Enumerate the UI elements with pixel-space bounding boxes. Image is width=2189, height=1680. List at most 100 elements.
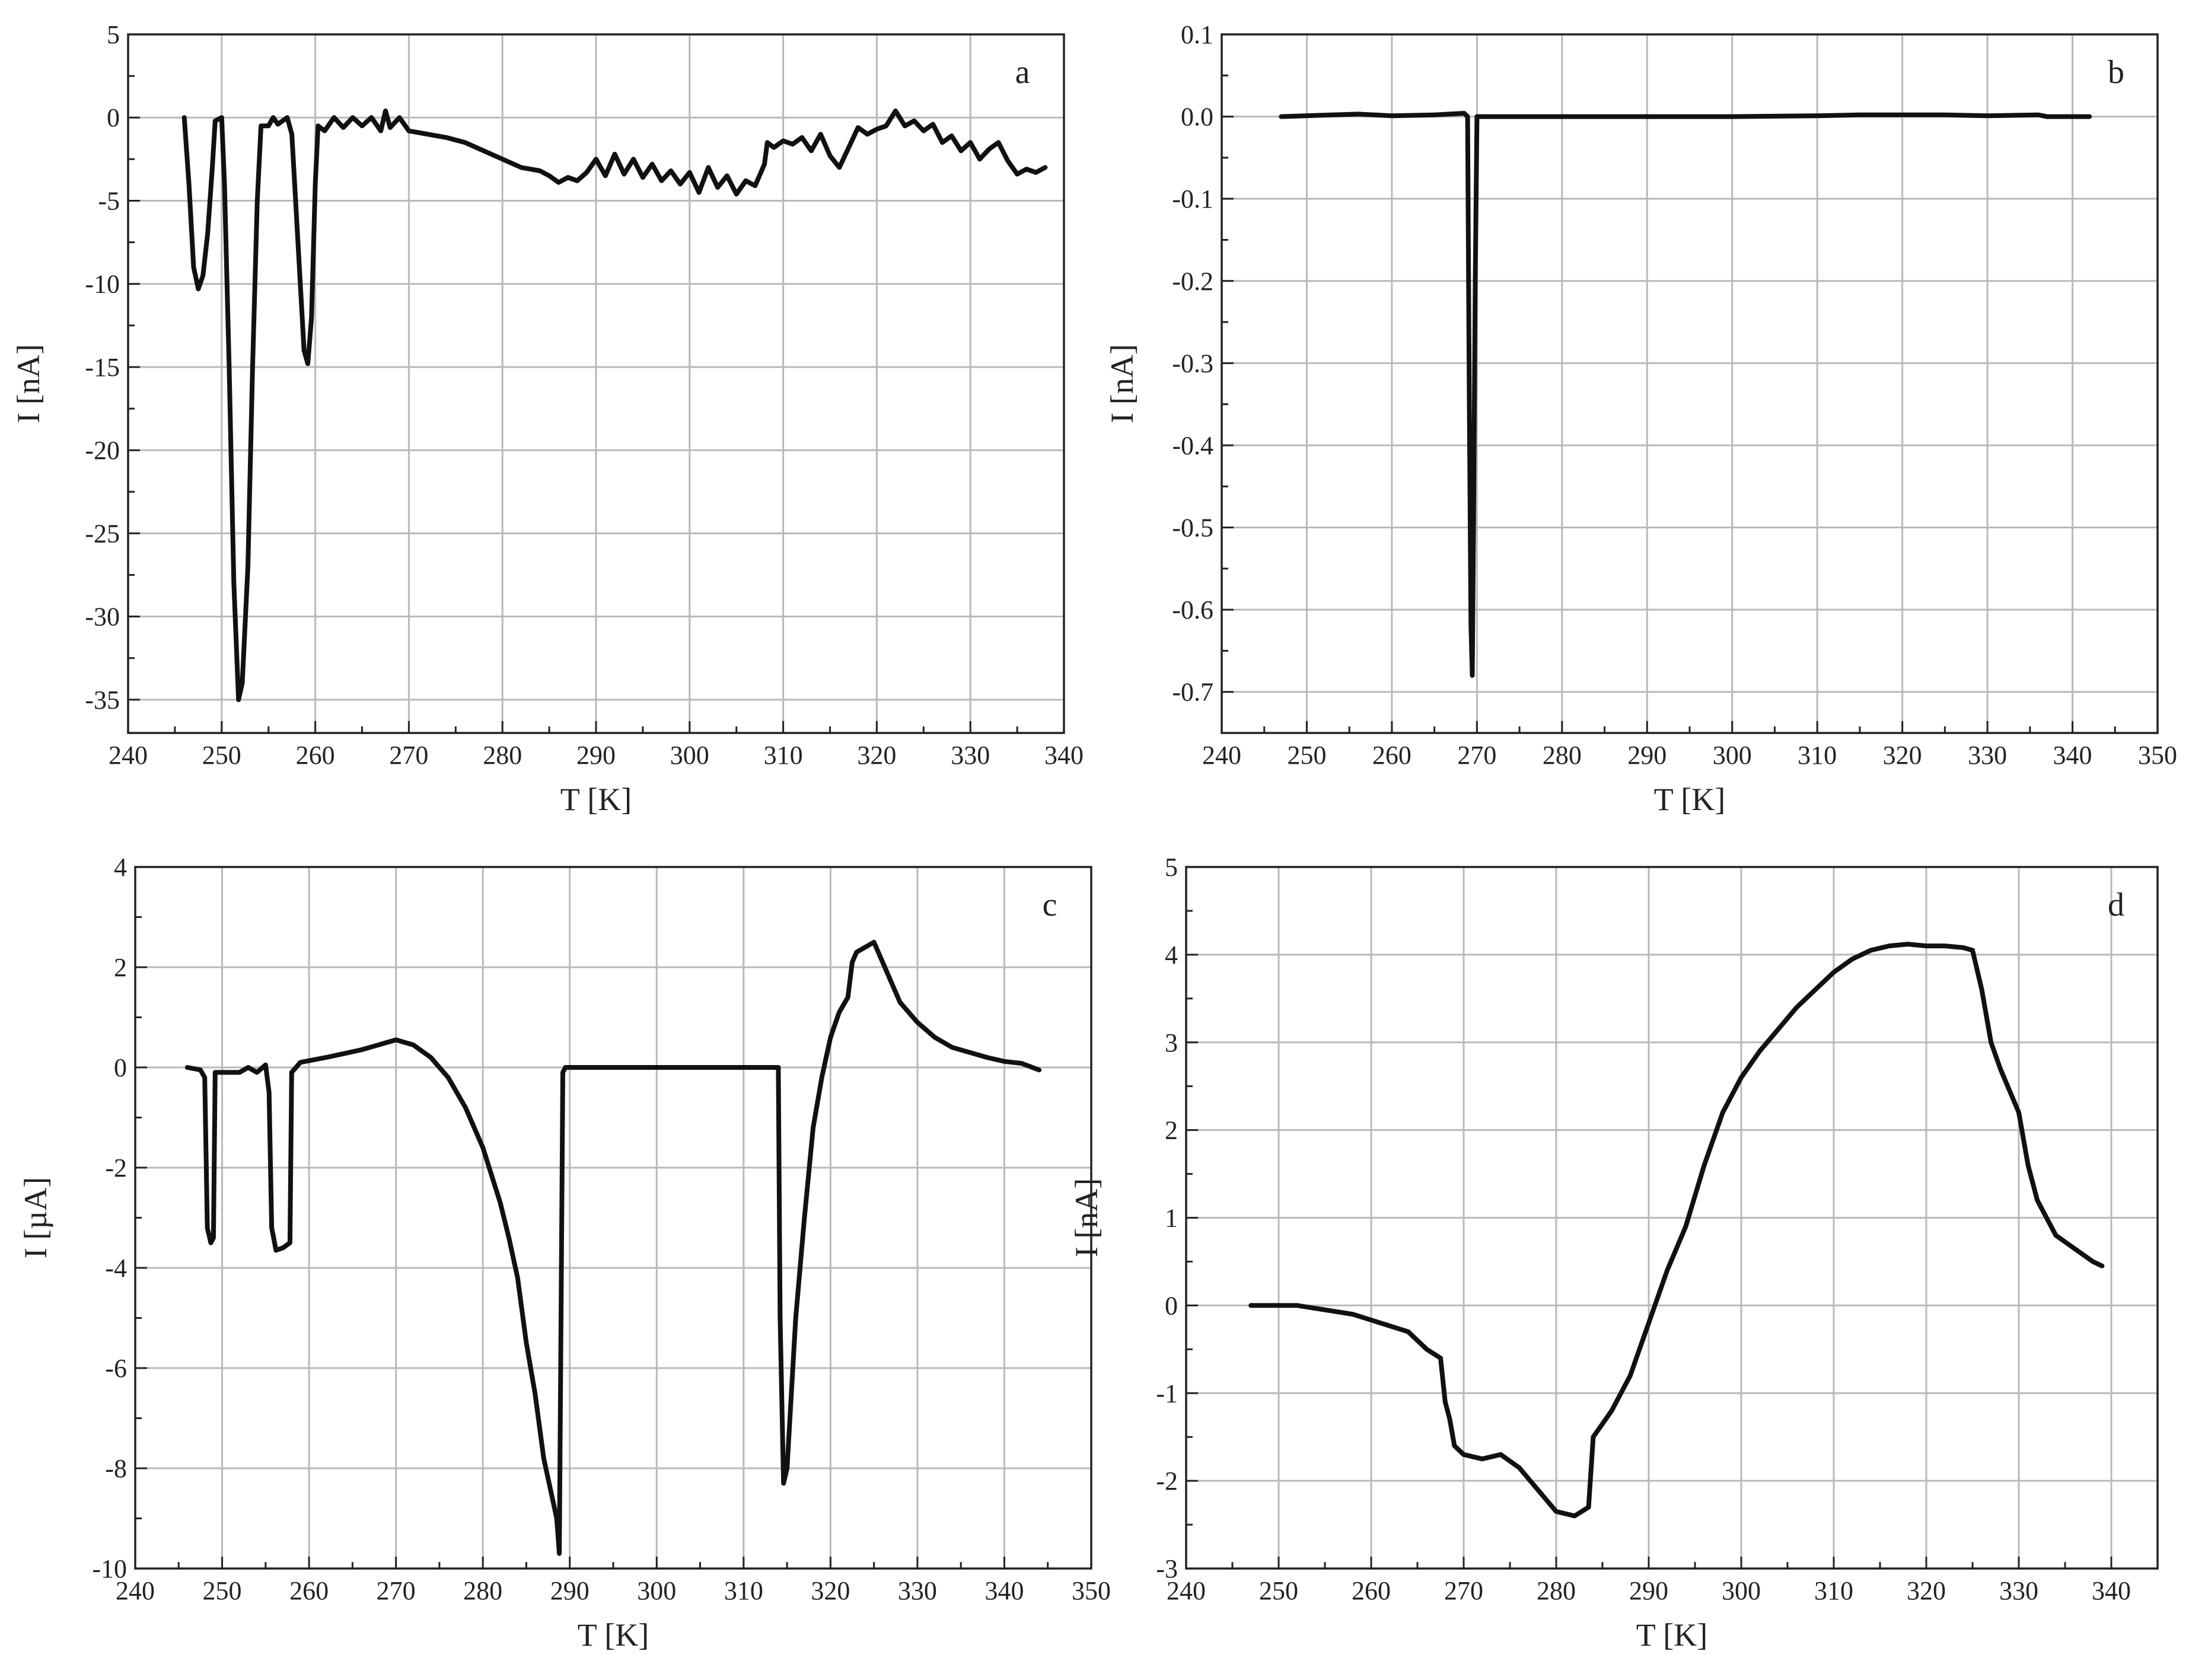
y-tick-label: -35 — [85, 686, 120, 715]
x-tick-label: 250 — [1259, 1576, 1298, 1605]
x-axis-title: T [K] — [1654, 782, 1725, 817]
y-tick-label: 0 — [114, 1053, 127, 1082]
y-tick-label: 4 — [114, 853, 127, 882]
y-tick-label: -10 — [92, 1554, 127, 1583]
x-tick-label: 290 — [550, 1576, 590, 1605]
x-axis-title: T [K] — [578, 1617, 649, 1653]
x-tick-label: 290 — [1629, 1576, 1668, 1605]
x-tick-label: 310 — [1798, 741, 1837, 770]
y-tick-label: -3 — [1156, 1554, 1178, 1583]
y-tick-label: 0 — [107, 103, 120, 132]
y-tick-label: -8 — [105, 1454, 127, 1483]
x-tick-label: 310 — [724, 1576, 763, 1605]
plot-area — [135, 867, 1091, 1569]
x-tick-label: 240 — [1202, 741, 1241, 770]
chart-panel-a: 240 250 260 270 280 290 300 310 320 330 340 5 0 -5 -10… — [11, 20, 1084, 817]
x-tick-label: 270 — [377, 1576, 416, 1605]
panel-label: d — [2108, 887, 2124, 923]
y-tick-label: -25 — [85, 519, 120, 548]
x-tick-label: 300 — [670, 741, 709, 770]
x-tick-label: 340 — [1044, 741, 1084, 770]
x-tick-label: 270 — [1444, 1576, 1483, 1605]
data-series-line-d — [1248, 942, 2105, 1519]
y-tick-label: 5 — [107, 20, 120, 49]
y-tick-label: -30 — [85, 602, 120, 632]
data-series-line-b — [1279, 111, 2092, 678]
x-tick-label: 300 — [1722, 1576, 1761, 1605]
x-tick-label: 330 — [1968, 741, 2007, 770]
panel-label: b — [2108, 54, 2124, 91]
x-tick-label: 330 — [898, 1576, 937, 1605]
x-tick-label: 340 — [984, 1576, 1024, 1605]
y-tick-label: -0.6 — [1172, 595, 1213, 624]
y-tick-label: 5 — [1165, 853, 1178, 882]
y-axis-title: I [nA] — [11, 344, 46, 423]
x-tick-label: 270 — [1457, 741, 1496, 770]
panel-label: a — [1015, 54, 1030, 91]
y-tick-label: -0.3 — [1172, 349, 1213, 378]
data-series-line-a — [181, 109, 1048, 702]
y-tick-label: 2 — [1165, 1116, 1178, 1145]
y-axis-title: I [nA] — [1069, 1178, 1104, 1257]
y-tick-label: -4 — [105, 1254, 127, 1283]
y-tick-label: -0.2 — [1172, 267, 1213, 296]
x-tick-label: 260 — [1352, 1576, 1391, 1605]
x-tick-label: 350 — [1072, 1576, 1111, 1605]
chart-panel-b: 240 250 260 270 280 290 300 310 320 330 340 350 0.1 0… — [1104, 20, 2177, 817]
x-tick-label: 310 — [1814, 1576, 1853, 1605]
y-tick-label: 4 — [1165, 941, 1178, 970]
x-tick-label: 330 — [1999, 1576, 2038, 1605]
x-tick-label: 290 — [1627, 741, 1667, 770]
y-tick-label: -0.7 — [1172, 678, 1213, 707]
x-tick-label: 320 — [1883, 741, 1922, 770]
x-tick-label: 260 — [296, 741, 335, 770]
x-tick-label: 250 — [202, 741, 241, 770]
y-axis-title: I [nA] — [1104, 344, 1140, 423]
y-tick-label: -10 — [85, 270, 120, 299]
x-tick-label: 250 — [203, 1576, 242, 1605]
x-tick-label: 240 — [116, 1576, 155, 1605]
x-tick-label: 280 — [483, 741, 522, 770]
panel-label: c — [1043, 887, 1057, 923]
x-tick-label: 310 — [764, 741, 803, 770]
x-tick-label: 280 — [463, 1576, 502, 1605]
plot-area — [1222, 34, 2158, 733]
y-tick-label: -20 — [85, 436, 120, 465]
x-tick-label: 320 — [857, 741, 896, 770]
y-tick-label: 0.0 — [1181, 103, 1213, 132]
chart-panel-c: 240 250 260 270 280 290 300 310 320 330 340 350 4 2 0 -… — [18, 853, 1111, 1653]
x-tick-label: 260 — [1372, 741, 1411, 770]
y-tick-label: 0 — [1165, 1291, 1178, 1320]
x-axis-title: T [K] — [1636, 1617, 1707, 1653]
x-tick-label: 330 — [951, 741, 990, 770]
x-tick-label: 280 — [1537, 1576, 1576, 1605]
y-tick-label: -1 — [1156, 1379, 1178, 1408]
chart-panel-d: 240 250 260 270 280 290 300 310 320 330 340 5 4 3 2 1 0 -… — [1069, 853, 2159, 1653]
y-tick-label: -6 — [105, 1354, 127, 1383]
x-tick-label: 350 — [2138, 741, 2177, 770]
y-tick-label: 0.1 — [1181, 20, 1213, 49]
x-axis-title: T [K] — [560, 782, 632, 817]
x-tick-label: 260 — [289, 1576, 329, 1605]
x-tick-label: 300 — [1713, 741, 1752, 770]
x-tick-label: 300 — [637, 1576, 676, 1605]
y-tick-label: -2 — [105, 1153, 127, 1182]
y-tick-label: 1 — [1165, 1204, 1178, 1233]
y-tick-label: -15 — [85, 353, 120, 382]
y-tick-label: -5 — [98, 186, 120, 215]
y-tick-label: -0.4 — [1172, 431, 1213, 460]
x-tick-label: 290 — [576, 741, 616, 770]
x-tick-label: 320 — [811, 1576, 850, 1605]
y-tick-label: 3 — [1165, 1028, 1178, 1057]
y-tick-label: -0.5 — [1172, 514, 1213, 543]
x-tick-label: 340 — [2053, 741, 2092, 770]
x-tick-label: 240 — [1167, 1576, 1206, 1605]
y-tick-label: 2 — [114, 953, 127, 982]
x-tick-label: 270 — [389, 741, 428, 770]
x-tick-label: 250 — [1287, 741, 1326, 770]
y-tick-label: -0.1 — [1172, 184, 1213, 213]
x-tick-label: 340 — [2092, 1576, 2131, 1605]
y-axis-title: I [µA] — [18, 1177, 53, 1259]
x-tick-label: 240 — [109, 741, 148, 770]
